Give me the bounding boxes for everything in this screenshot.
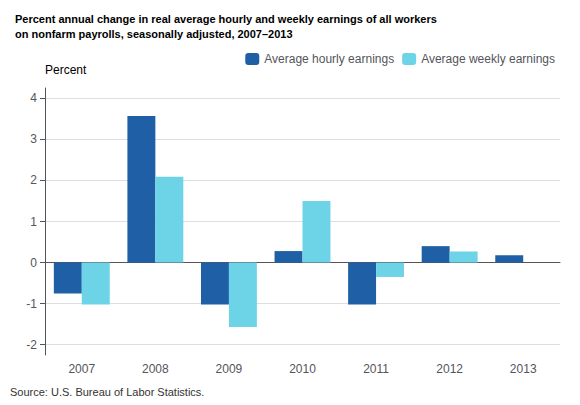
svg-text:Percent: Percent bbox=[45, 63, 87, 77]
svg-text:-2: -2 bbox=[26, 338, 37, 352]
svg-text:0: 0 bbox=[30, 256, 37, 270]
svg-text:3: 3 bbox=[30, 132, 37, 146]
svg-text:2013: 2013 bbox=[510, 362, 537, 376]
svg-text:on nonfarm payrolls, seasonall: on nonfarm payrolls, seasonally adjusted… bbox=[15, 28, 293, 40]
svg-text:2009: 2009 bbox=[216, 362, 243, 376]
svg-text:Average weekly earnings: Average weekly earnings bbox=[421, 52, 555, 66]
svg-text:1: 1 bbox=[30, 215, 37, 229]
svg-text:2007: 2007 bbox=[68, 362, 95, 376]
svg-text:2011: 2011 bbox=[363, 362, 389, 376]
svg-text:Percent annual change in real: Percent annual change in real average ho… bbox=[15, 13, 437, 25]
svg-text:Average hourly earnings: Average hourly earnings bbox=[264, 52, 394, 66]
svg-text:2010: 2010 bbox=[289, 362, 316, 376]
svg-text:2008: 2008 bbox=[142, 362, 169, 376]
svg-text:2: 2 bbox=[30, 173, 37, 187]
svg-text:Source: U.S. Bureau of Labor S: Source: U.S. Bureau of Labor Statistics. bbox=[10, 386, 204, 398]
svg-text:-1: -1 bbox=[26, 297, 37, 311]
svg-text:2012: 2012 bbox=[436, 362, 463, 376]
svg-text:4: 4 bbox=[30, 91, 37, 105]
